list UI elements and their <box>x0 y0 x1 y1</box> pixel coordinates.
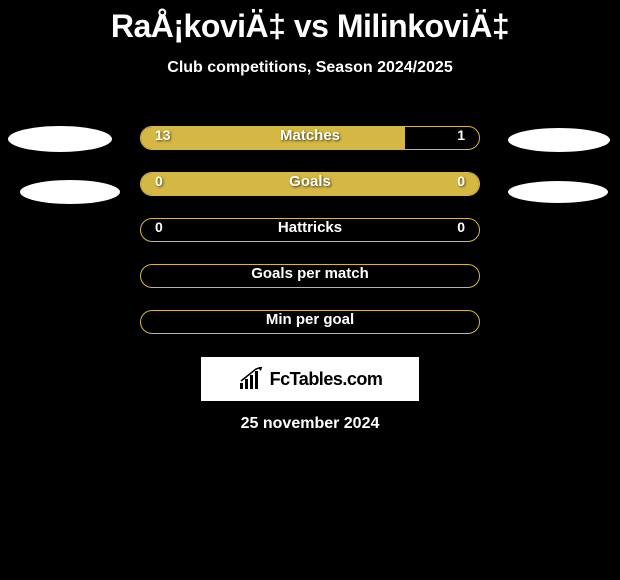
bar-goals: 0 Goals 0 <box>140 172 480 196</box>
page-title: RaÅ¡koviÄ‡ vs MilinkoviÄ‡ <box>0 0 620 45</box>
brand-text: FcTables.com <box>270 369 383 390</box>
label-mpg: Min per goal <box>266 311 354 328</box>
bar-left-matches <box>141 127 405 149</box>
bar-gpm: Goals per match <box>140 264 480 288</box>
val-right-hattricks: 0 <box>457 219 465 235</box>
brand-box: FcTables.com <box>201 357 419 401</box>
label-hattricks: Hattricks <box>278 219 342 236</box>
label-matches: Matches <box>280 127 340 144</box>
date-text: 25 november 2024 <box>0 415 620 433</box>
label-goals: Goals <box>289 173 331 190</box>
subtitle: Club competitions, Season 2024/2025 <box>0 59 620 77</box>
bar-hattricks: 0 Hattricks 0 <box>140 218 480 242</box>
stat-row-matches: 13 Matches 1 <box>0 115 620 161</box>
stat-row-goals: 0 Goals 0 <box>0 161 620 207</box>
fctables-icon <box>238 367 266 391</box>
val-left-matches: 13 <box>155 127 171 143</box>
val-left-goals: 0 <box>155 173 163 189</box>
val-right-goals: 0 <box>457 173 465 189</box>
bar-mpg: Min per goal <box>140 310 480 334</box>
bar-matches: 13 Matches 1 <box>140 126 480 150</box>
comparison-chart: 13 Matches 1 0 Goals 0 0 Hattricks 0 Goa… <box>0 115 620 345</box>
val-right-matches: 1 <box>457 127 465 143</box>
label-gpm: Goals per match <box>251 265 369 282</box>
val-left-hattricks: 0 <box>155 219 163 235</box>
stat-row-gpm: Goals per match <box>0 253 620 299</box>
stat-row-mpg: Min per goal <box>0 299 620 345</box>
stat-row-hattricks: 0 Hattricks 0 <box>0 207 620 253</box>
